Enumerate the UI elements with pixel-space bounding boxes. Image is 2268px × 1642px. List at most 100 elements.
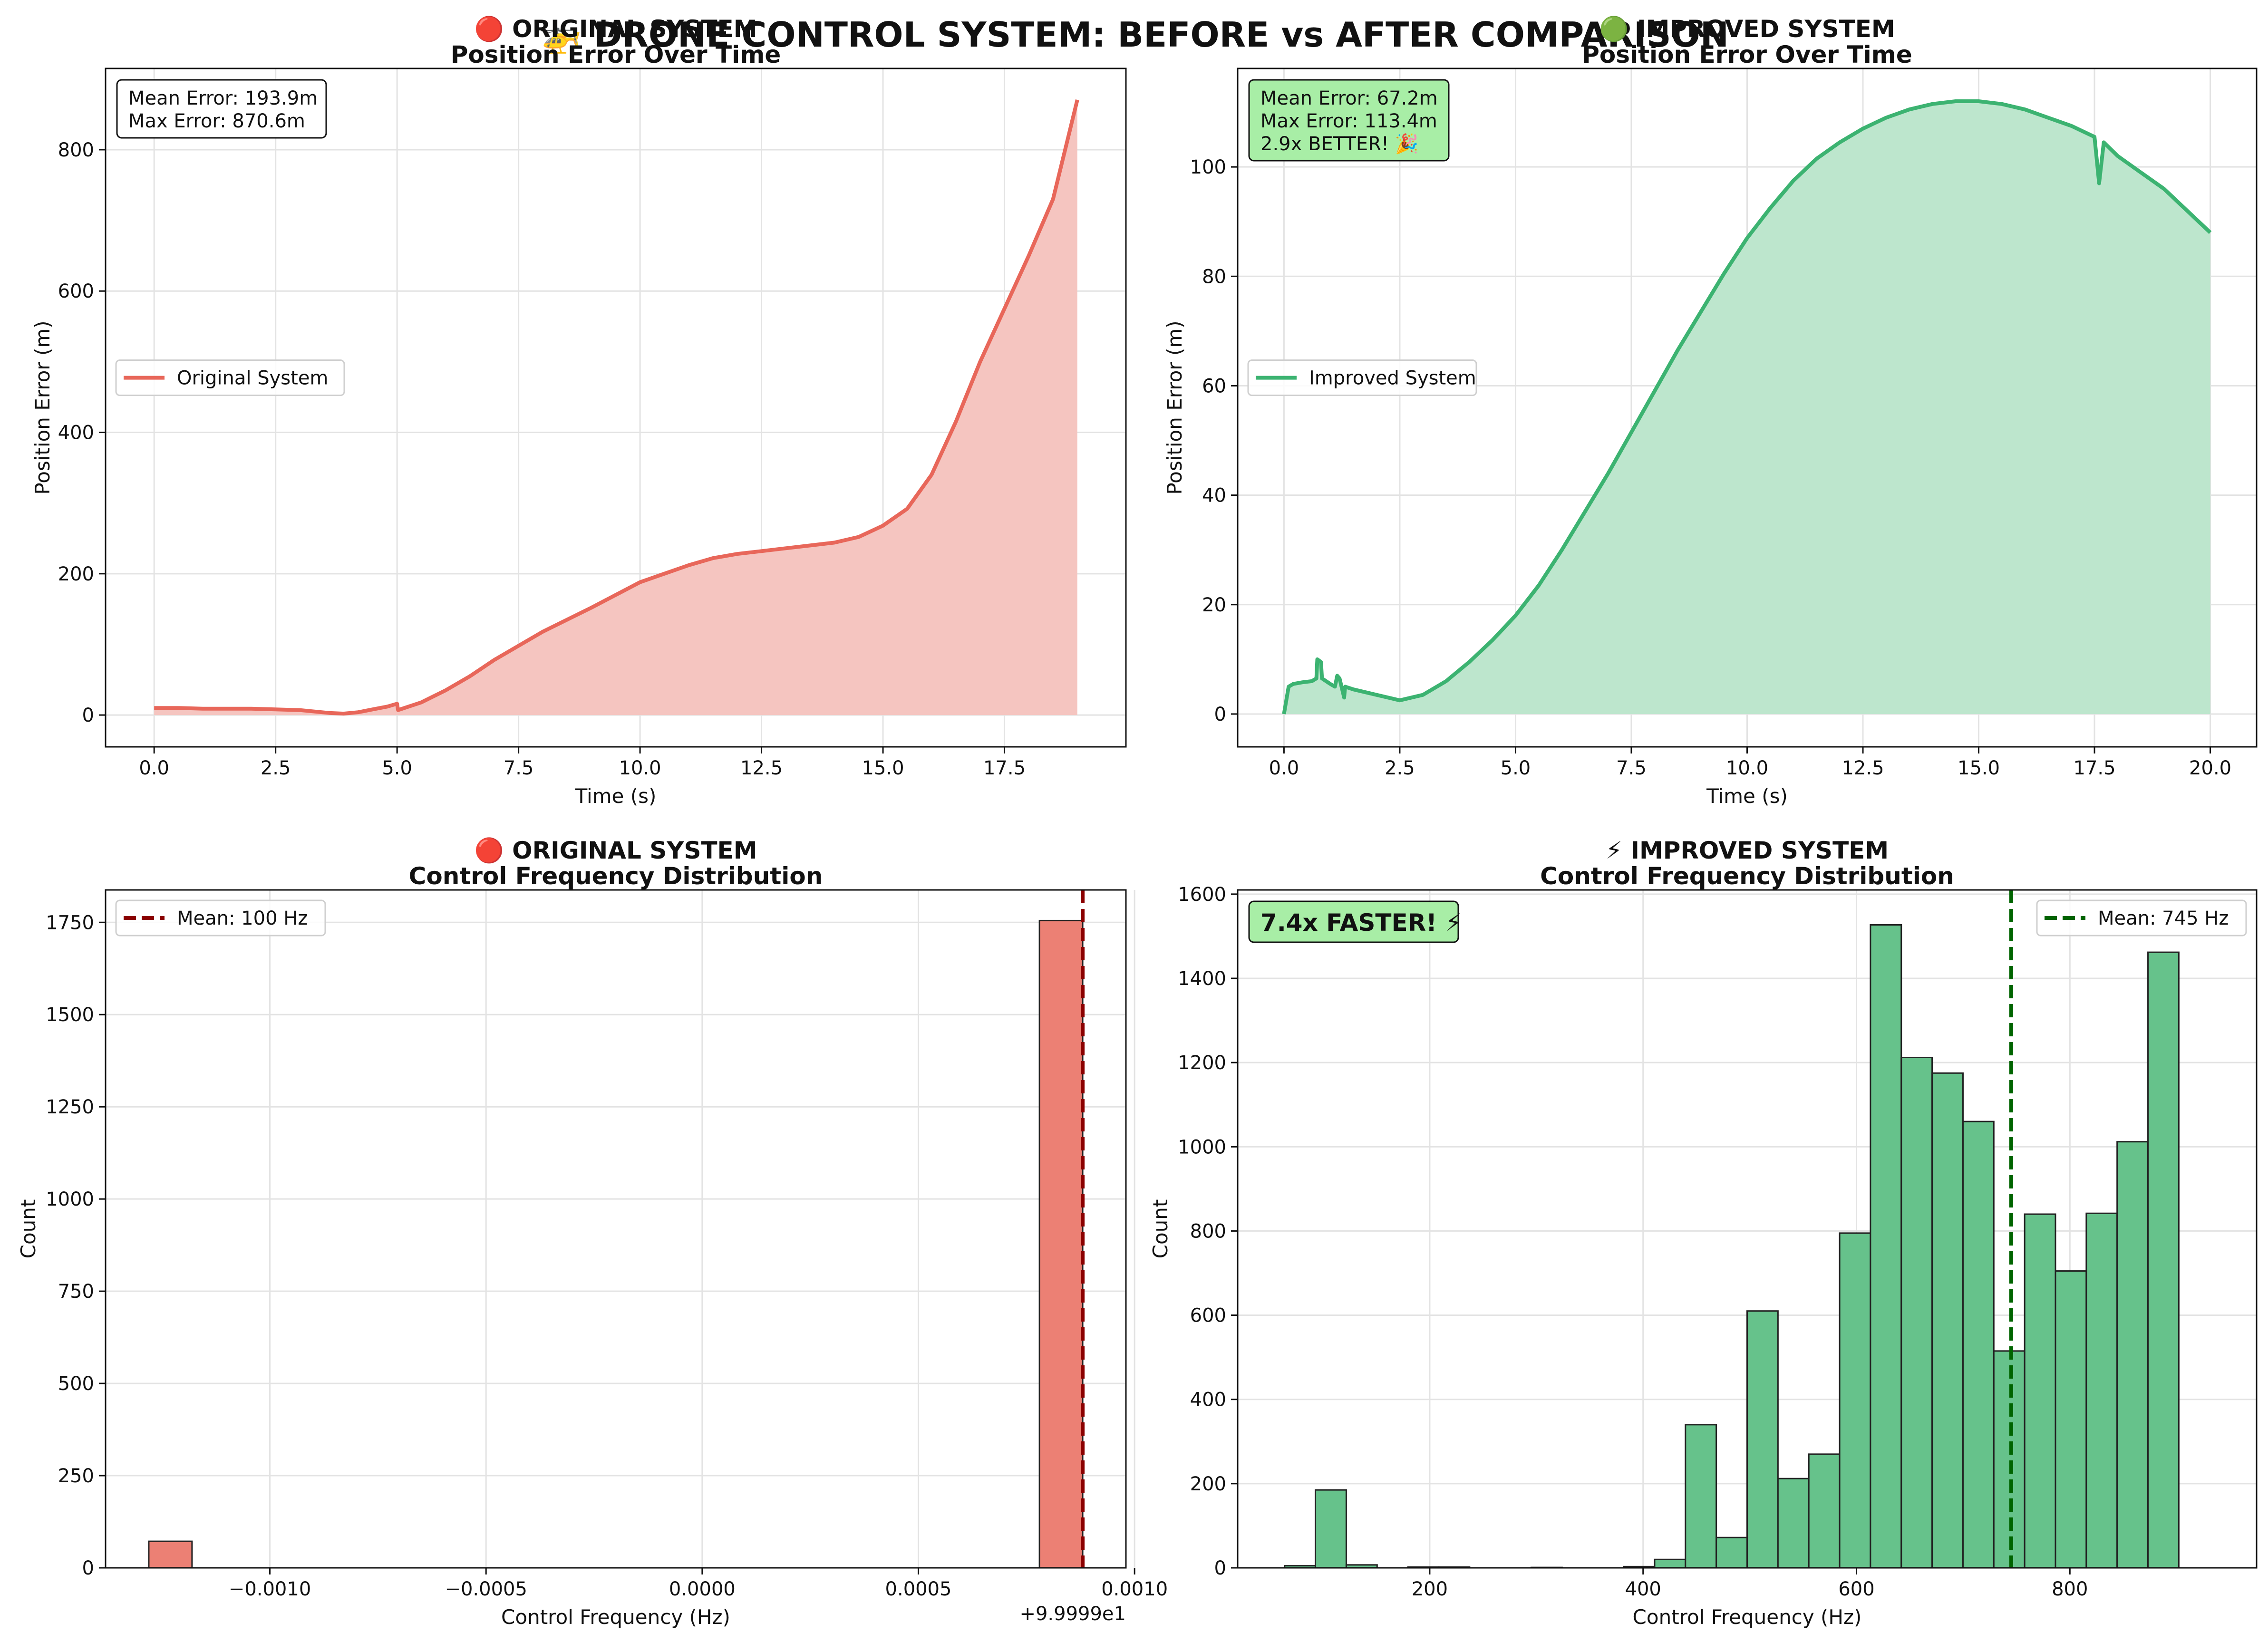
axes-frame bbox=[105, 68, 1127, 748]
panel-title-line-2: Position Error Over Time bbox=[451, 41, 781, 68]
x-tick-label: 2.5 bbox=[261, 757, 291, 779]
plot-area bbox=[1282, 99, 2212, 715]
y-tick-label: 200 bbox=[1190, 1473, 1226, 1495]
histogram-bar bbox=[1808, 1453, 1841, 1568]
annotation-line: Max Error: 870.6m bbox=[128, 110, 305, 132]
error-line bbox=[1282, 99, 2212, 715]
x-tick-label: 7.5 bbox=[1616, 757, 1647, 779]
y-axis-label: Count bbox=[17, 1199, 40, 1259]
legend-label: Improved System bbox=[1309, 367, 1476, 389]
x-axis-label: Control Frequency (Hz) bbox=[1633, 1605, 1862, 1629]
x-axis-label: Control Frequency (Hz) bbox=[501, 1605, 730, 1629]
histogram-bar bbox=[2024, 1213, 2056, 1568]
histogram-bar bbox=[2147, 951, 2180, 1568]
x-tick-label: 2.5 bbox=[1385, 757, 1415, 779]
histogram-bar bbox=[1900, 1057, 1933, 1568]
histogram-bar bbox=[1993, 1350, 2026, 1568]
x-tick-label: 12.5 bbox=[1842, 757, 1884, 779]
legend: Original System bbox=[115, 359, 345, 396]
x-tick-label: 200 bbox=[1412, 1578, 1448, 1600]
y-axis-label: Position Error (m) bbox=[1163, 320, 1186, 494]
legend-frame bbox=[1247, 359, 1477, 396]
x-tick-label: 400 bbox=[1625, 1578, 1661, 1600]
x-axis-label: Time (s) bbox=[575, 784, 657, 808]
x-tick-label: 10.0 bbox=[619, 757, 661, 779]
panel-title-line-1: 🔴 ORIGINAL SYSTEM bbox=[475, 15, 757, 43]
plot-area bbox=[1284, 890, 2180, 1568]
y-tick-label: 0 bbox=[1214, 704, 1226, 725]
x-tick-label: 17.5 bbox=[2074, 757, 2116, 779]
histogram-bar bbox=[1839, 1232, 1871, 1568]
histogram-bar bbox=[1870, 924, 1902, 1568]
y-tick-label: 1250 bbox=[46, 1096, 94, 1118]
chart-panel-3: −0.0010 −0.0005 0.0000 0.0005 0.0010 0 250 500 7… bbox=[17, 837, 1168, 1629]
annotation-line: 7.4x FASTER! ⚡ bbox=[1260, 909, 1462, 937]
legend: Improved System bbox=[1247, 359, 1477, 396]
histogram-bar bbox=[148, 1540, 193, 1568]
chart-panel-1: 0.0 2.5 5.0 7.5 10.0 12.5 15.0 17.5 0 200 400 600 80… bbox=[31, 15, 1127, 808]
legend-frame bbox=[2036, 899, 2247, 937]
x-tick-label: 800 bbox=[2052, 1578, 2088, 1600]
y-tick-label: 600 bbox=[1190, 1305, 1226, 1327]
y-tick-label: 40 bbox=[1202, 485, 1226, 507]
x-axis-label: Time (s) bbox=[1706, 784, 1788, 808]
x-tick-label: 5.0 bbox=[1501, 757, 1531, 779]
x-tick-label: 20.0 bbox=[2189, 757, 2231, 779]
y-tick-label: 750 bbox=[58, 1281, 94, 1303]
y-tick-label: 400 bbox=[58, 422, 94, 444]
histogram-bar bbox=[1345, 1564, 1378, 1568]
legend: Mean: 745 Hz bbox=[2036, 899, 2247, 937]
x-offset-label: +9.9999e1 bbox=[1019, 1603, 1126, 1625]
y-tick-label: 800 bbox=[58, 139, 94, 161]
plot-area bbox=[148, 890, 1085, 1568]
x-tick-label: 0.0010 bbox=[1101, 1578, 1168, 1600]
y-tick-label: 1600 bbox=[1178, 884, 1226, 906]
annotation-frame bbox=[116, 79, 327, 139]
annotation-box: 7.4x FASTER! ⚡ bbox=[1248, 900, 1462, 943]
histogram-bar bbox=[1746, 1310, 1779, 1568]
error-area-fill bbox=[1284, 101, 2210, 714]
legend-label: Mean: 100 Hz bbox=[177, 908, 308, 929]
histogram-bar bbox=[2116, 1141, 2149, 1568]
panel-title-line-1: 🟢 IMPROVED SYSTEM bbox=[1599, 15, 1895, 43]
panel-title-line-2: Control Frequency Distribution bbox=[1540, 862, 1954, 890]
histogram-bar bbox=[1777, 1478, 1810, 1568]
histogram-bar bbox=[1038, 919, 1084, 1568]
figure-title: 🚁 DRONE CONTROL SYSTEM: BEFORE vs AFTER … bbox=[539, 15, 1729, 55]
x-tick-label: 600 bbox=[1838, 1578, 1874, 1600]
y-tick-label: 1400 bbox=[1178, 968, 1226, 990]
panel-title-line-2: Position Error Over Time bbox=[1582, 41, 1912, 68]
histogram-bar bbox=[1931, 1072, 1964, 1568]
panel-title-line-1: ⚡ IMPROVED SYSTEM bbox=[1606, 837, 1889, 864]
x-tick-label: 15.0 bbox=[862, 757, 904, 779]
x-tick-label: 5.0 bbox=[382, 757, 412, 779]
y-tick-label: 1200 bbox=[1178, 1052, 1226, 1074]
annotation-line: 2.9x BETTER! 🎉 bbox=[1260, 133, 1419, 155]
annotation-frame bbox=[1248, 79, 1450, 162]
y-tick-label: 800 bbox=[1190, 1220, 1226, 1242]
y-tick-label: 0 bbox=[82, 1557, 94, 1579]
histogram-bar bbox=[1315, 1489, 1347, 1568]
x-tick-label: 0.0 bbox=[1269, 757, 1299, 779]
x-tick-label: 15.0 bbox=[1958, 757, 2000, 779]
annotation-line: Mean Error: 67.2m bbox=[1260, 87, 1438, 109]
x-tick-label: 0.0005 bbox=[885, 1578, 952, 1600]
chart-panel-2: 0.0 2.5 5.0 7.5 10.0 12.5 15.0 17.5 20.0 0 20 40 60 8… bbox=[1163, 15, 2258, 808]
y-axis-label: Position Error (m) bbox=[31, 320, 54, 494]
axes-frame bbox=[1237, 889, 2258, 1569]
y-tick-label: 20 bbox=[1202, 594, 1226, 616]
y-tick-label: 1750 bbox=[46, 912, 94, 934]
x-tick-label: 12.5 bbox=[740, 757, 783, 779]
legend-label: Original System bbox=[177, 367, 328, 389]
y-tick-label: 60 bbox=[1202, 375, 1226, 397]
annotation-line: Mean Error: 193.9m bbox=[128, 87, 318, 109]
y-tick-label: 600 bbox=[58, 280, 94, 302]
x-tick-label: −0.0010 bbox=[229, 1578, 311, 1600]
plot-area bbox=[154, 99, 1079, 716]
axes-frame bbox=[105, 889, 1127, 1569]
x-tick-label: 17.5 bbox=[983, 757, 1026, 779]
y-tick-label: 0 bbox=[1214, 1557, 1226, 1579]
y-axis-label: Count bbox=[1149, 1199, 1172, 1259]
